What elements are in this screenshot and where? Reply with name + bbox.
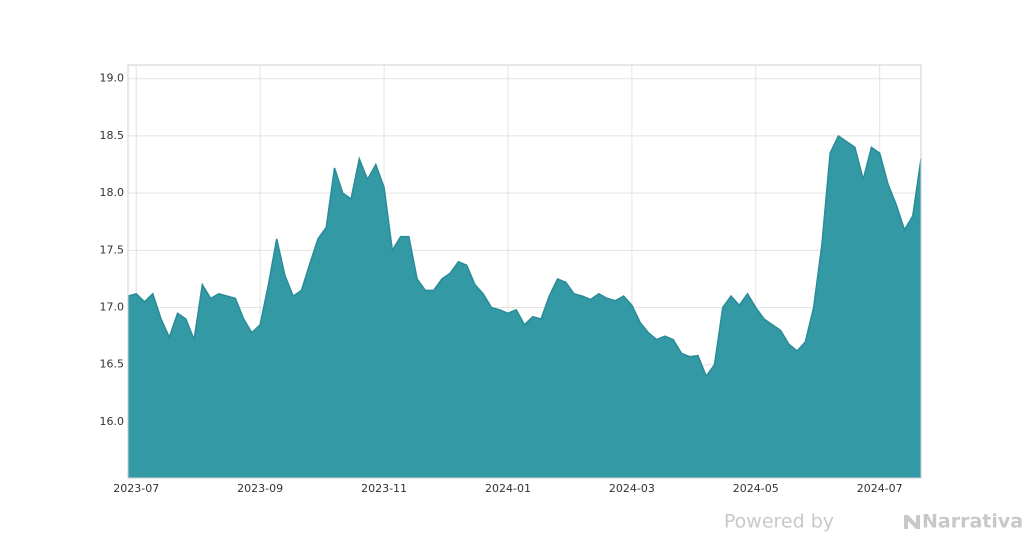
- y-tick-label: 17.5: [100, 243, 125, 256]
- y-tick-label: 16.5: [100, 358, 125, 371]
- y-tick-label: 17.0: [100, 301, 125, 314]
- watermark-logo: [904, 515, 920, 529]
- plot-frame: [127, 64, 922, 479]
- x-tick-label: 2023-09: [237, 482, 283, 495]
- y-tick-label: 18.5: [100, 129, 125, 142]
- x-tick-label: 2023-11: [361, 482, 407, 495]
- watermark-brand: Narrativa: [922, 511, 1023, 533]
- x-tick-label: 2024-03: [609, 482, 655, 495]
- area-fill: [128, 135, 921, 479]
- y-tick-label: 19.0: [100, 72, 125, 85]
- y-tick-label: 16.0: [100, 415, 125, 428]
- area-line: [127, 134, 922, 378]
- x-tick-label: 2024-01: [485, 482, 531, 495]
- labels: 16.0 16.5 17.0 17.5 18.0 18.5 19.0 2023-07 2023-…: [100, 72, 903, 495]
- x-tick-label: 2023-07: [113, 482, 159, 495]
- x-tick-label: 2024-07: [857, 482, 903, 495]
- x-tick-label: 2024-05: [733, 482, 779, 495]
- watermark-prefix: Powered by: [724, 511, 834, 533]
- marks: [127, 134, 922, 479]
- y-tick-label: 18.0: [100, 186, 125, 199]
